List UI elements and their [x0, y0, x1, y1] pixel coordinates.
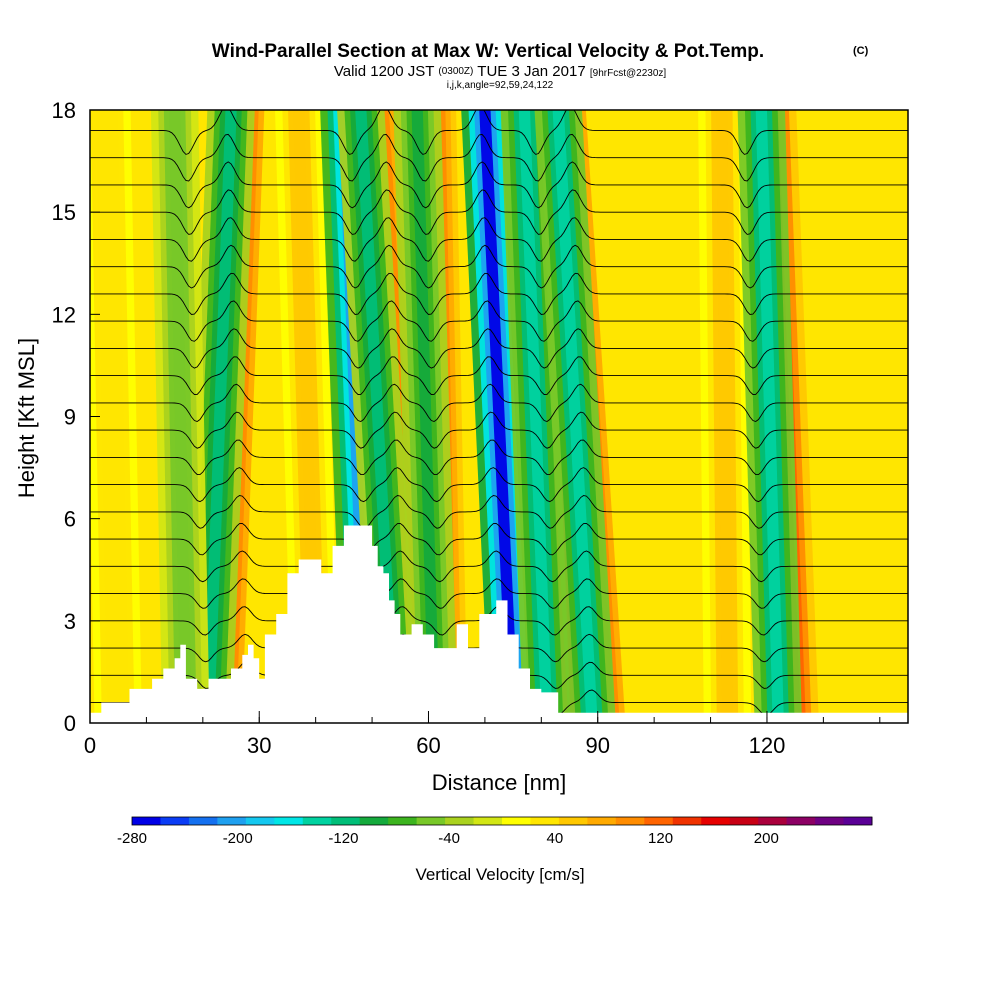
- colorbar-swatch-9: [388, 817, 418, 825]
- colorbar-label--120: -120: [328, 830, 358, 847]
- isentrope-line-11: [90, 383, 908, 423]
- downdraft-band-8-level-3: [168, 110, 192, 723]
- x-tick-label-60: 60: [416, 733, 440, 758]
- isentrope-line-16: [90, 244, 908, 289]
- downdraft-band-0-level-3: [202, 110, 237, 723]
- colorbar: -280 -200 -120 -40 40 120 200: [117, 816, 873, 847]
- isentrope-line-15: [90, 272, 908, 315]
- plot-area: [90, 110, 908, 723]
- isentrope-line-18: [90, 189, 908, 235]
- isentrope-line-4: [90, 578, 908, 609]
- isentrope-line-17: [90, 217, 908, 262]
- colorbar-swatch-2: [188, 817, 218, 825]
- colorbar-swatch-7: [331, 817, 361, 825]
- colorbar-swatch-0: [132, 817, 161, 825]
- colorbar-swatch-21: [729, 817, 759, 825]
- downdraft-band-6-level-3: [552, 110, 598, 723]
- isentrope-line-7: [90, 495, 908, 529]
- isentrope-line-12: [90, 356, 908, 395]
- subtitle-valid-prefix: Valid 1200 JST: [334, 63, 434, 80]
- colorbar-swatch-23: [786, 817, 816, 825]
- subtitle-indices: i,j,k,angle=92,59,24,122: [447, 80, 554, 91]
- terrain-profile: [90, 525, 908, 723]
- downdraft-band-7-level-3: [755, 110, 784, 723]
- colorbar-swatch-25: [843, 817, 873, 825]
- colorbar-swatch-13: [502, 817, 531, 825]
- isentrope-line-13: [90, 328, 908, 369]
- colorbar-title: Vertical Velocity [cm/s]: [415, 865, 584, 884]
- x-tick-label-30: 30: [247, 733, 271, 758]
- colorbar-label-200: 200: [754, 830, 779, 847]
- colorbar-swatch-17: [615, 817, 645, 825]
- isentrope-lines: [90, 110, 908, 716]
- colorbar-swatch-8: [359, 817, 389, 825]
- title-corner-mark: (C): [853, 45, 869, 57]
- updraft-band-7-level-3: [716, 110, 734, 723]
- colorbar-swatch-18: [644, 817, 674, 825]
- isentrope-line-6: [90, 522, 908, 556]
- colorbar-swatch-1: [160, 817, 190, 825]
- x-axis-label: Distance [nm]: [432, 770, 567, 795]
- colorbar-swatch-12: [473, 817, 503, 825]
- isentrope-line-14: [90, 300, 908, 342]
- y-tick-label-3: 3: [64, 609, 76, 634]
- subtitle-forecast: [9hrFcst@2230z]: [590, 68, 667, 79]
- colorbar-swatch-10: [416, 817, 446, 825]
- isentrope-line-21: [90, 110, 908, 155]
- downdraft-band-5-level-3: [518, 110, 553, 723]
- colorbar-swatch-5: [274, 817, 304, 825]
- colorbar-label-40: 40: [547, 830, 564, 847]
- isentrope-line-19: [90, 161, 908, 209]
- y-tick-label-12: 12: [52, 302, 76, 327]
- isentrope-line-9: [90, 439, 908, 476]
- y-tick-label-18: 18: [52, 98, 76, 123]
- y-tick-label-15: 15: [52, 200, 76, 225]
- isentrope-line-10: [90, 411, 908, 449]
- colorbar-label--280: -280: [117, 830, 147, 847]
- downdraft-band-2-level-3: [355, 110, 401, 723]
- y-axis-label: Height [Kft MSL]: [14, 338, 39, 498]
- chart-title: Wind-Parallel Section at Max W: Vertical…: [212, 41, 764, 62]
- y-tick-label-0: 0: [64, 711, 76, 736]
- isentrope-line-5: [90, 550, 908, 583]
- colorbar-swatch-3: [217, 817, 247, 825]
- colorbar-frame: [131, 816, 873, 826]
- isentrope-line-8: [90, 467, 908, 503]
- colorbar-swatch-4: [245, 817, 275, 825]
- axes: 0 30 60 90 120 0 3 6 9 12 15 18: [52, 98, 881, 758]
- colorbar-swatch-6: [302, 817, 332, 825]
- colorbar-label--40: -40: [438, 830, 460, 847]
- x-tick-label-0: 0: [84, 733, 96, 758]
- x-tick-label-120: 120: [749, 733, 786, 758]
- colorbar-swatch-11: [445, 817, 475, 825]
- colorbar-swatch-24: [815, 817, 845, 825]
- colorbar-label-120: 120: [648, 830, 673, 847]
- colorbar-swatch-22: [758, 817, 788, 825]
- colorbar-swatch-15: [558, 817, 588, 825]
- colorbar-swatch-20: [701, 817, 731, 825]
- x-tick-label-90: 90: [585, 733, 609, 758]
- subtitle-valid-date: TUE 3 Jan 2017: [477, 63, 585, 80]
- y-tick-label-9: 9: [64, 405, 76, 430]
- subtitle-valid-utc: (0300Z): [438, 66, 473, 77]
- downdraft-band-4-level-3: [479, 110, 519, 723]
- colorbar-swatch-19: [672, 817, 702, 825]
- subtitle-valid-time: Valid 1200 JST (0300Z) TUE 3 Jan 2017 [9…: [334, 61, 667, 80]
- colorbar-label--200: -200: [223, 830, 253, 847]
- colorbar-swatch-14: [530, 817, 560, 825]
- y-tick-label-6: 6: [64, 507, 76, 532]
- downdraft-band-3-level-3: [411, 110, 440, 723]
- isentrope-line-20: [90, 133, 908, 182]
- updraft-band-9-level-3: [101, 110, 124, 723]
- colorbar-swatch-16: [587, 817, 617, 825]
